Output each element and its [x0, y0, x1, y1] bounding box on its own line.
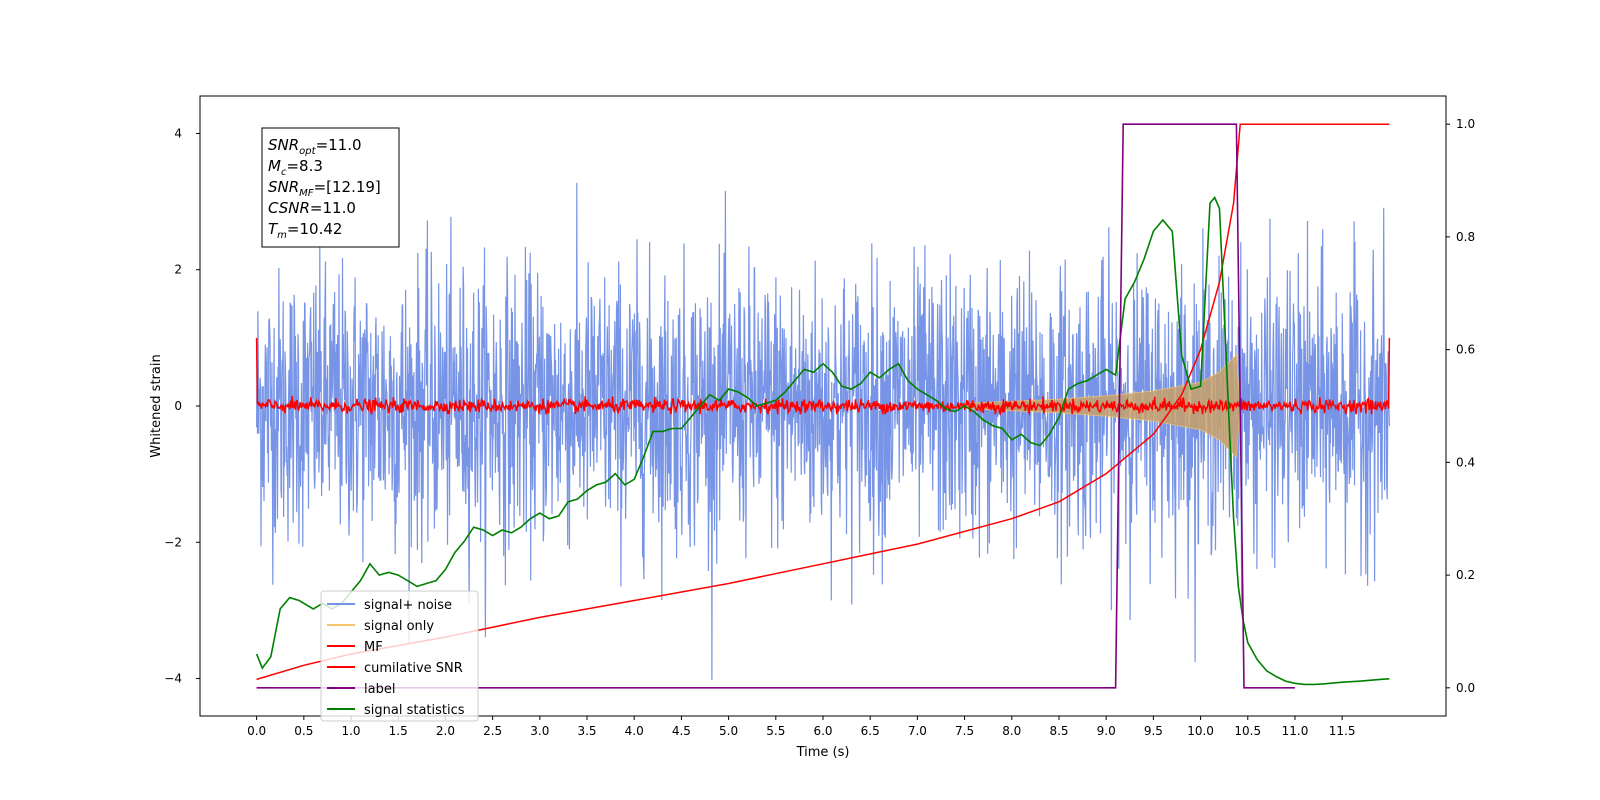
y-tick-label-right: 0.4: [1456, 455, 1475, 469]
plot-area: [255, 123, 1391, 689]
y-tick-label-right: 0.8: [1456, 230, 1475, 244]
x-tick-label: 9.5: [1144, 724, 1163, 738]
x-tick-label: 10.0: [1187, 724, 1214, 738]
y-tick-label-left: 4: [174, 126, 182, 140]
legend-label: MF: [364, 640, 383, 655]
x-tick-label: 1.5: [389, 724, 408, 738]
x-tick-label: 4.0: [625, 724, 644, 738]
x-tick-label: 5.5: [766, 724, 785, 738]
x-tick-label: 8.5: [1049, 724, 1068, 738]
annotation-line: SNRMF=[12.19]: [268, 178, 381, 199]
y-tick-label-right: 0.2: [1456, 568, 1475, 582]
axes-layer: 0.0 0.5 1.0 1.5 2.0 2.5 3.0 3.5 4.0 4.5 5.0 5.5 6.0 6…: [164, 117, 1475, 738]
annotation-line: Tm=10.42: [268, 220, 342, 241]
annotation-line: Mc=8.3: [268, 157, 323, 178]
x-tick-label: 9.0: [1097, 724, 1116, 738]
x-tick-label: 7.0: [908, 724, 927, 738]
y-tick-label-right: 0.0: [1456, 681, 1475, 695]
legend-frame: [320, 590, 479, 722]
x-tick-label: 3.0: [530, 724, 549, 738]
y-tick-label-left: −4: [164, 672, 182, 686]
x-tick-label: 0.5: [294, 724, 313, 738]
x-tick-label: 3.5: [577, 724, 596, 738]
series-label-line: [256, 123, 1295, 689]
legend-label: signal statistics: [364, 703, 465, 718]
y-tick-label-left: 2: [174, 263, 182, 277]
series-mf-line: [255, 337, 1391, 417]
legend-label: label: [364, 682, 395, 697]
x-tick-label: 0.0: [247, 724, 266, 738]
y-tick-label-left: 0: [174, 399, 182, 413]
x-tick-label: 4.5: [672, 724, 691, 738]
legend-label: signal only: [364, 619, 434, 634]
x-tick-label: 2.5: [483, 724, 502, 738]
y-tick-label-right: 0.6: [1456, 343, 1475, 357]
x-tick-label: 7.5: [955, 724, 974, 738]
x-tick-label: 11.0: [1282, 724, 1309, 738]
x-tick-label: 11.5: [1329, 724, 1356, 738]
legend-label: signal+ noise: [364, 598, 452, 613]
annotation-line: CSNR=11.0: [268, 199, 356, 217]
y-tick-label-left: −2: [164, 535, 182, 549]
x-tick-label: 6.0: [813, 724, 832, 738]
legend-label: cumilative SNR: [364, 661, 463, 676]
x-tick-label: 2.0: [436, 724, 455, 738]
series-signal-statistics-line: [255, 195, 1390, 686]
x-axis-label: Time (s): [796, 745, 850, 760]
x-tick-label: 6.5: [861, 724, 880, 738]
x-tick-label: 8.0: [1002, 724, 1021, 738]
annotation-line: SNRopt=11.0: [268, 136, 362, 157]
y-axis-label: Whitened strain: [149, 354, 164, 457]
legend: signal+ noise signal only MF cumilative SNR…: [320, 590, 479, 722]
y-tick-label-right: 1.0: [1456, 117, 1475, 131]
annotation-frame: [261, 127, 400, 248]
x-tick-label: 10.5: [1234, 724, 1261, 738]
x-tick-label: 1.0: [341, 724, 360, 738]
x-tick-label: 5.0: [719, 724, 738, 738]
